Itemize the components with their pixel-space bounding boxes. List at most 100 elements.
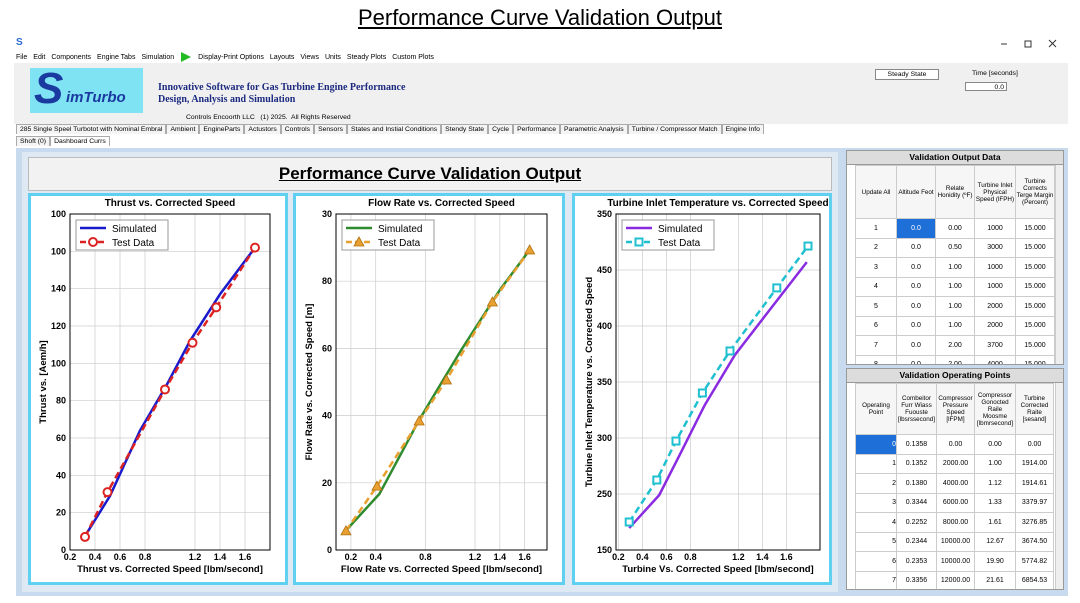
table-cell[interactable]: 15.000 (1015, 315, 1055, 336)
table-cell[interactable]: 0.50 (935, 237, 975, 258)
table-cell[interactable]: 1.33 (974, 492, 1016, 513)
table-cell[interactable]: 15.000 (1015, 335, 1055, 356)
tab[interactable]: Dashboard Currs (50, 136, 110, 146)
table-cell[interactable]: 0.3344 (896, 492, 937, 513)
table-cell[interactable]: 1.61 (974, 512, 1016, 533)
table-cell[interactable]: 2 (855, 237, 897, 258)
table-cell[interactable]: 6854.53 (1015, 570, 1054, 589)
table-cell[interactable]: 1000 (974, 218, 1016, 239)
table-cell[interactable]: 0.00 (936, 434, 975, 455)
menu-item[interactable]: Views (300, 53, 319, 61)
table-cell[interactable]: 4 (855, 512, 897, 533)
tab[interactable]: Controls (280, 124, 315, 134)
table-cell[interactable]: 7 (855, 335, 897, 356)
tab[interactable]: States and Instial Conditions (347, 124, 442, 134)
menu-item[interactable]: Custom Plots (392, 53, 434, 61)
menu-item[interactable]: Layouts (269, 53, 295, 61)
table-cell[interactable]: 10000.00 (936, 551, 975, 572)
table-cell[interactable]: 15.000 (1015, 257, 1055, 278)
menu-item[interactable]: Display-Print Options (198, 53, 264, 61)
table-cell[interactable]: 1 (855, 453, 897, 474)
table-cell[interactable]: 3000 (974, 237, 1016, 258)
table-cell[interactable]: 1.00 (935, 257, 975, 278)
table-cell[interactable]: 6 (855, 315, 897, 336)
table-cell[interactable]: 0.0 (896, 218, 936, 239)
tab[interactable]: Stendy State (441, 124, 489, 134)
tab[interactable]: EngineParts (199, 124, 245, 134)
tab[interactable]: 285 Single Speel Turbotot with Nominal E… (16, 124, 167, 134)
table-cell[interactable]: 2000 (974, 315, 1016, 336)
table-cell[interactable]: 1.00 (935, 296, 975, 317)
table-cell[interactable]: 15.000 (1015, 218, 1055, 239)
table-cell[interactable]: 0.0 (896, 296, 936, 317)
menu-item[interactable]: Components (51, 53, 92, 61)
table-cell[interactable]: 8 (855, 354, 897, 364)
table-cell[interactable]: 6 (855, 551, 897, 572)
table-cell[interactable]: 1914.61 (1015, 473, 1054, 494)
menu-item[interactable]: Units (324, 53, 341, 61)
table-cell[interactable]: 0.2252 (896, 512, 937, 533)
table-cell[interactable]: 7 (855, 570, 897, 589)
table-cell[interactable]: 6000.00 (936, 492, 975, 513)
table-cell[interactable]: 0.1358 (896, 434, 937, 455)
time-input[interactable]: 0.0 (965, 82, 1007, 91)
tab[interactable]: Performance (513, 124, 560, 134)
table-cell[interactable]: 5 (855, 296, 897, 317)
table-cell[interactable]: 1.00 (935, 276, 975, 297)
close[interactable] (1048, 39, 1057, 48)
mode-box[interactable]: Steady State (875, 69, 939, 80)
table-cell[interactable]: 0.0 (896, 315, 936, 336)
table-cell[interactable]: 1.00 (974, 453, 1016, 474)
tab[interactable]: Sensors (314, 124, 347, 134)
table-cell[interactable]: 0.0 (896, 257, 936, 278)
table-cell[interactable]: 0 (855, 434, 897, 455)
table-cell[interactable]: 3700 (974, 335, 1016, 356)
table-cell[interactable]: 1 (855, 218, 897, 239)
table-cell[interactable]: 1000 (974, 276, 1016, 297)
tab[interactable]: Actustors (244, 124, 281, 134)
table-cell[interactable]: 0.1352 (896, 453, 937, 474)
table-cell[interactable]: 12000.00 (936, 570, 975, 589)
tab[interactable]: Shoft (0) (16, 136, 51, 146)
table-cell[interactable]: 0.3356 (896, 570, 937, 589)
tab[interactable]: Engine Info (721, 124, 764, 134)
table-cell[interactable]: 2000.00 (936, 453, 975, 474)
table-cell[interactable]: 0.2344 (896, 531, 937, 552)
table-cell[interactable]: 0.2353 (896, 551, 937, 572)
table-cell[interactable]: 2 (855, 473, 897, 494)
table-cell[interactable]: 10000.00 (936, 531, 975, 552)
table-cell[interactable]: 0.00 (1015, 434, 1054, 455)
tab[interactable]: Turbine / Compressor Match (627, 124, 722, 134)
table-cell[interactable]: 15.000 (1015, 296, 1055, 317)
table-cell[interactable]: 3 (855, 257, 897, 278)
table-cell[interactable]: 1.12 (974, 473, 1016, 494)
menu-item[interactable]: Simulation (141, 53, 175, 61)
table-cell[interactable]: 4000 (974, 354, 1016, 364)
maximize[interactable] (1024, 40, 1032, 48)
table-cell[interactable]: 3276.85 (1015, 512, 1054, 533)
table-cell[interactable]: 15.000 (1015, 276, 1055, 297)
menu-item[interactable]: Edit (33, 53, 46, 61)
table-cell[interactable]: 4 (855, 276, 897, 297)
table-cell[interactable]: 0.00 (974, 434, 1016, 455)
table-cell[interactable]: 12.67 (974, 531, 1016, 552)
table-cell[interactable]: 8000.00 (936, 512, 975, 533)
table-cell[interactable]: 0.0 (896, 237, 936, 258)
table-cell[interactable]: 5 (855, 531, 897, 552)
table-cell[interactable]: 0.0 (896, 335, 936, 356)
menu-item[interactable]: File (16, 53, 28, 61)
table-cell[interactable]: 0.0 (896, 354, 936, 364)
table-cell[interactable]: 19.90 (974, 551, 1016, 572)
menu-item[interactable]: Engine Tabs (97, 53, 136, 61)
tab[interactable]: Ambient (166, 124, 200, 134)
window-controls[interactable] (995, 38, 1065, 50)
table-cell[interactable]: 15.000 (1015, 237, 1055, 258)
menu-item[interactable]: Steady Plots (346, 53, 387, 61)
table-cell[interactable]: 3674.50 (1015, 531, 1054, 552)
table-cell[interactable]: 0.00 (935, 218, 975, 239)
table-cell[interactable]: 4000.00 (936, 473, 975, 494)
table-cell[interactable]: 2000 (974, 296, 1016, 317)
table-cell[interactable]: 2.00 (935, 335, 975, 356)
table-cell[interactable]: 2.00 (935, 354, 975, 364)
table-cell[interactable]: 0.1380 (896, 473, 937, 494)
